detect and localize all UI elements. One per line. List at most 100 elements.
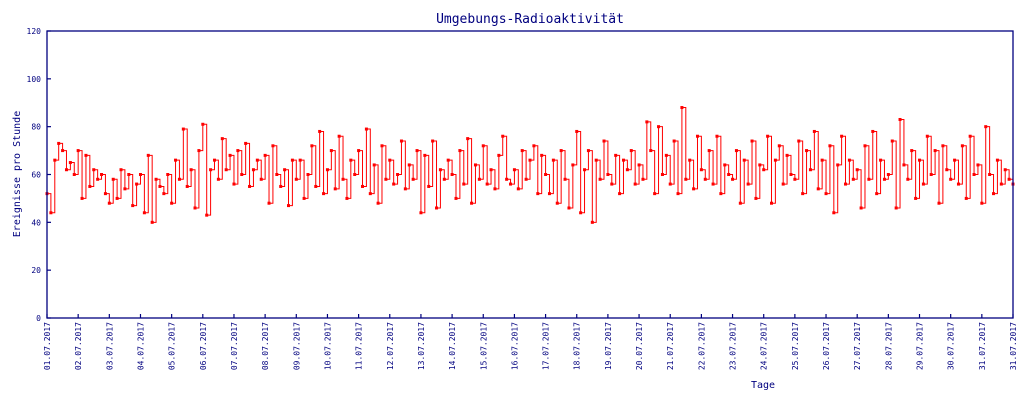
- data-point: [937, 201, 941, 205]
- data-point: [886, 173, 890, 176]
- data-point: [72, 173, 76, 176]
- data-point: [189, 168, 193, 172]
- data-point: [929, 173, 933, 176]
- data-point: [454, 196, 458, 200]
- data-point: [540, 153, 544, 157]
- data-point: [992, 192, 996, 196]
- data-point: [150, 220, 154, 224]
- data-point: [64, 168, 68, 172]
- data-point: [107, 201, 111, 205]
- data-point: [271, 144, 275, 148]
- data-point: [707, 149, 711, 153]
- data-point: [127, 173, 131, 176]
- data-point: [746, 182, 750, 186]
- x-axis-label: Tage: [751, 380, 775, 391]
- data-point: [205, 213, 209, 217]
- x-tick-label: 24.07.2017: [760, 322, 769, 370]
- data-point: [232, 182, 236, 186]
- x-tick-label: 13.07.2017: [417, 322, 426, 370]
- data-point: [727, 173, 731, 176]
- data-point: [263, 153, 267, 157]
- data-point: [302, 196, 306, 200]
- data-point: [832, 211, 836, 215]
- data-point: [497, 153, 501, 157]
- data-point: [836, 163, 840, 167]
- data-series: [45, 106, 1015, 224]
- data-point: [142, 211, 146, 215]
- data-point: [53, 158, 57, 162]
- data-point: [80, 196, 84, 200]
- data-point: [185, 184, 189, 188]
- data-point: [267, 201, 271, 205]
- data-point: [820, 158, 824, 162]
- data-point: [473, 163, 477, 167]
- data-point: [294, 177, 298, 181]
- x-tick-label: 11.07.2017: [355, 322, 364, 370]
- data-point: [894, 206, 898, 210]
- data-point: [170, 201, 174, 205]
- data-point: [703, 177, 707, 181]
- data-point: [251, 168, 255, 172]
- data-point: [812, 129, 816, 133]
- data-point: [602, 139, 606, 143]
- data-point: [337, 134, 341, 138]
- data-point: [844, 182, 848, 186]
- y-tick-label: 0: [36, 314, 41, 323]
- data-point: [914, 196, 918, 200]
- data-point: [1007, 177, 1011, 181]
- data-point: [325, 168, 329, 172]
- data-point: [999, 182, 1003, 186]
- data-point: [649, 149, 653, 153]
- data-point: [212, 158, 216, 162]
- data-point: [489, 168, 493, 172]
- data-point: [341, 177, 345, 181]
- x-tick-label: 14.07.2017: [448, 322, 457, 370]
- data-point: [392, 182, 396, 186]
- data-point: [135, 182, 139, 186]
- data-point: [618, 192, 622, 196]
- data-point: [567, 206, 571, 210]
- data-point: [283, 168, 287, 172]
- data-point: [220, 137, 224, 141]
- data-point: [505, 177, 509, 181]
- data-point: [750, 139, 754, 143]
- data-point: [770, 201, 773, 205]
- data-point: [310, 144, 314, 148]
- data-point: [123, 187, 127, 191]
- data-point: [333, 187, 337, 191]
- data-point: [138, 173, 142, 176]
- data-point: [738, 201, 742, 205]
- data-point: [719, 192, 723, 196]
- data-point: [318, 129, 322, 133]
- axes: 0 20 40 60 80 100 120 01.07.2017 02.07.2017 03.07…: [27, 27, 1018, 370]
- data-point: [668, 182, 672, 186]
- data-point: [672, 139, 676, 143]
- data-point: [625, 168, 629, 172]
- data-point: [240, 173, 244, 176]
- data-point: [773, 158, 777, 162]
- data-point: [216, 177, 220, 181]
- data-point: [918, 158, 922, 162]
- x-tick-label: 02.07.2017: [74, 322, 83, 370]
- data-point: [255, 158, 259, 162]
- data-point: [762, 168, 766, 172]
- data-point: [610, 182, 614, 186]
- data-point: [528, 158, 532, 162]
- data-point: [536, 192, 540, 196]
- data-point: [298, 158, 302, 162]
- data-point: [680, 106, 684, 110]
- data-point: [427, 184, 431, 188]
- data-point: [446, 158, 450, 162]
- data-point: [614, 153, 618, 157]
- data-point: [158, 184, 162, 188]
- x-tick-label: 09.07.2017: [292, 322, 301, 370]
- data-point: [824, 192, 828, 196]
- data-point: [968, 134, 972, 138]
- data-point: [910, 149, 914, 153]
- x-tick-label: 22.07.2017: [697, 322, 706, 370]
- data-point: [863, 144, 867, 148]
- data-point: [629, 149, 633, 153]
- data-point: [419, 211, 423, 215]
- data-point: [933, 149, 937, 153]
